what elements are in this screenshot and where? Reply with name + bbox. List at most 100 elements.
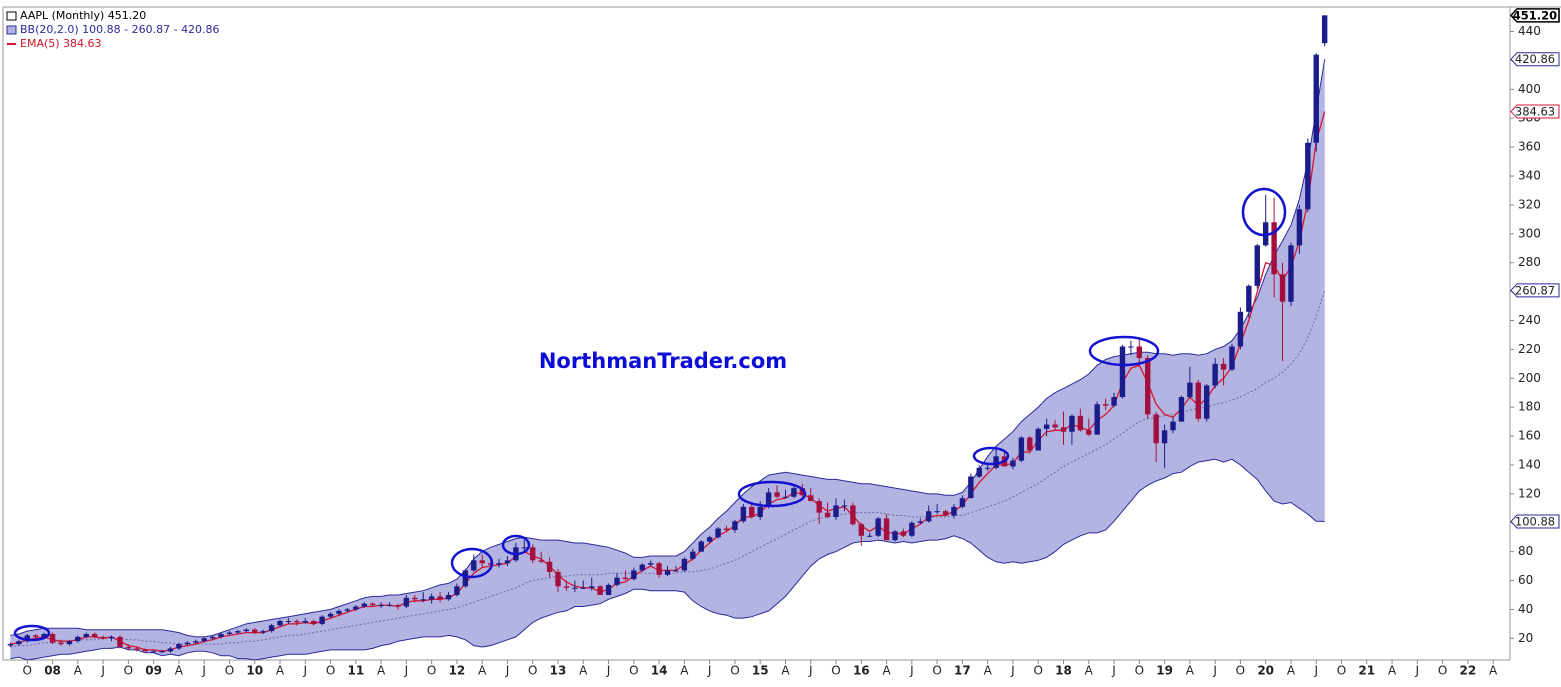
- price-tag-label: 260.87: [1515, 283, 1555, 297]
- y-tick-label: 340: [1518, 169, 1541, 183]
- y-tick-label: 80: [1518, 544, 1533, 558]
- price-tag-box: [1510, 52, 1560, 67]
- candle-body: [1187, 382, 1193, 398]
- candle-body: [125, 646, 132, 649]
- candle-body: [867, 535, 873, 537]
- x-tick-label: A: [984, 664, 993, 678]
- x-tick-label: J: [100, 664, 105, 678]
- y-tick-label: 40: [1518, 602, 1533, 616]
- y-tick-label: 160: [1518, 429, 1541, 443]
- candle-body: [664, 570, 671, 575]
- x-tick-label: A: [1489, 664, 1498, 678]
- candle-body: [150, 651, 157, 653]
- x-tick-label: 11: [347, 664, 364, 678]
- candle-body: [1043, 424, 1050, 429]
- y-tick-label: 60: [1518, 573, 1533, 587]
- x-tick-label: 10: [246, 664, 263, 678]
- candle-body: [799, 488, 806, 496]
- candle-body: [824, 512, 831, 517]
- legend-ema: EMA(5) 384.63: [20, 37, 102, 50]
- candle-body: [563, 586, 570, 588]
- candle-body: [673, 570, 679, 572]
- candle-body: [622, 577, 629, 580]
- candle-body: [614, 577, 620, 585]
- candle-body: [976, 467, 982, 477]
- y-tick-label: 20: [1518, 631, 1533, 645]
- candle-body: [1288, 245, 1294, 302]
- price-tag-box: [1510, 514, 1560, 529]
- candle-body: [656, 563, 662, 575]
- candle-body: [816, 501, 822, 513]
- candle-body: [66, 641, 73, 645]
- y-tick-label: 280: [1518, 255, 1541, 269]
- candle-body: [462, 570, 469, 587]
- candle-body: [538, 560, 544, 562]
- candle-body: [1195, 382, 1201, 419]
- candle-body: [209, 636, 216, 639]
- x-tick-label: O: [932, 664, 941, 678]
- candle-body: [243, 629, 250, 632]
- candle-body: [1212, 363, 1218, 386]
- x-tick-label: O: [1337, 664, 1346, 678]
- candle-body: [159, 651, 165, 653]
- candle-body: [260, 631, 266, 633]
- candle-body: [589, 586, 595, 588]
- x-tick-label: O: [831, 664, 840, 678]
- x-tick-label: 22: [1460, 664, 1477, 678]
- y-tick-label: 300: [1518, 226, 1541, 240]
- candle-body: [327, 613, 334, 617]
- x-tick-label: J: [1212, 664, 1217, 678]
- candle-body: [83, 633, 89, 637]
- candle-body: [1077, 415, 1084, 431]
- candle-body: [1035, 428, 1041, 451]
- x-tick-label: 18: [1055, 664, 1072, 678]
- x-tick-label: 19: [1156, 664, 1173, 678]
- y-tick-label: 140: [1518, 457, 1541, 471]
- candle-body: [75, 636, 81, 642]
- candle-body: [1069, 415, 1075, 432]
- candle-body: [471, 560, 477, 571]
- candle-body: [134, 648, 140, 650]
- candle-body: [706, 537, 713, 542]
- candle-body: [504, 560, 511, 564]
- candle-body: [41, 633, 47, 637]
- candle-body: [218, 633, 224, 637]
- candle-body: [951, 506, 957, 516]
- price-tag-box: [1510, 283, 1560, 298]
- price-tag-box: [1510, 104, 1560, 119]
- x-tick-label: O: [23, 664, 32, 678]
- candle-body: [968, 476, 974, 499]
- candle-body: [395, 605, 401, 607]
- x-tick-label: 21: [1358, 664, 1375, 678]
- highlight: [972, 446, 1010, 466]
- candle-body: [841, 505, 848, 507]
- candle-body: [1153, 414, 1159, 444]
- highlight: [1088, 335, 1160, 367]
- candle-body: [723, 528, 730, 530]
- candle-body: [1271, 222, 1277, 275]
- candle-body: [235, 631, 241, 633]
- price-tag: 384.63: [1510, 104, 1560, 119]
- candle-body: [1246, 285, 1252, 312]
- x-tick-label: A: [276, 664, 285, 678]
- x-tick-label: A: [1388, 664, 1397, 678]
- x-tick-label: A: [1085, 664, 1094, 678]
- candle-body: [403, 597, 410, 607]
- bb-middle: [10, 290, 1326, 648]
- x-tick-label: O: [427, 664, 436, 678]
- price-tag-box: [1509, 8, 1560, 23]
- candle-body: [437, 596, 443, 600]
- candle-body: [1204, 385, 1210, 419]
- candle-body: [353, 606, 359, 610]
- candle-body: [580, 587, 586, 589]
- price-tag: 260.87: [1510, 283, 1560, 298]
- x-tick-label: J: [707, 664, 712, 678]
- candle-body: [1119, 346, 1126, 398]
- candle-body: [757, 506, 763, 517]
- x-tick-label: 08: [44, 664, 61, 678]
- legend-icon: [6, 25, 17, 35]
- x-tick-label: A: [175, 664, 184, 678]
- x-tick-label: A: [74, 664, 83, 678]
- candle-body: [774, 492, 780, 497]
- price-tag-label: 384.63: [1515, 105, 1555, 119]
